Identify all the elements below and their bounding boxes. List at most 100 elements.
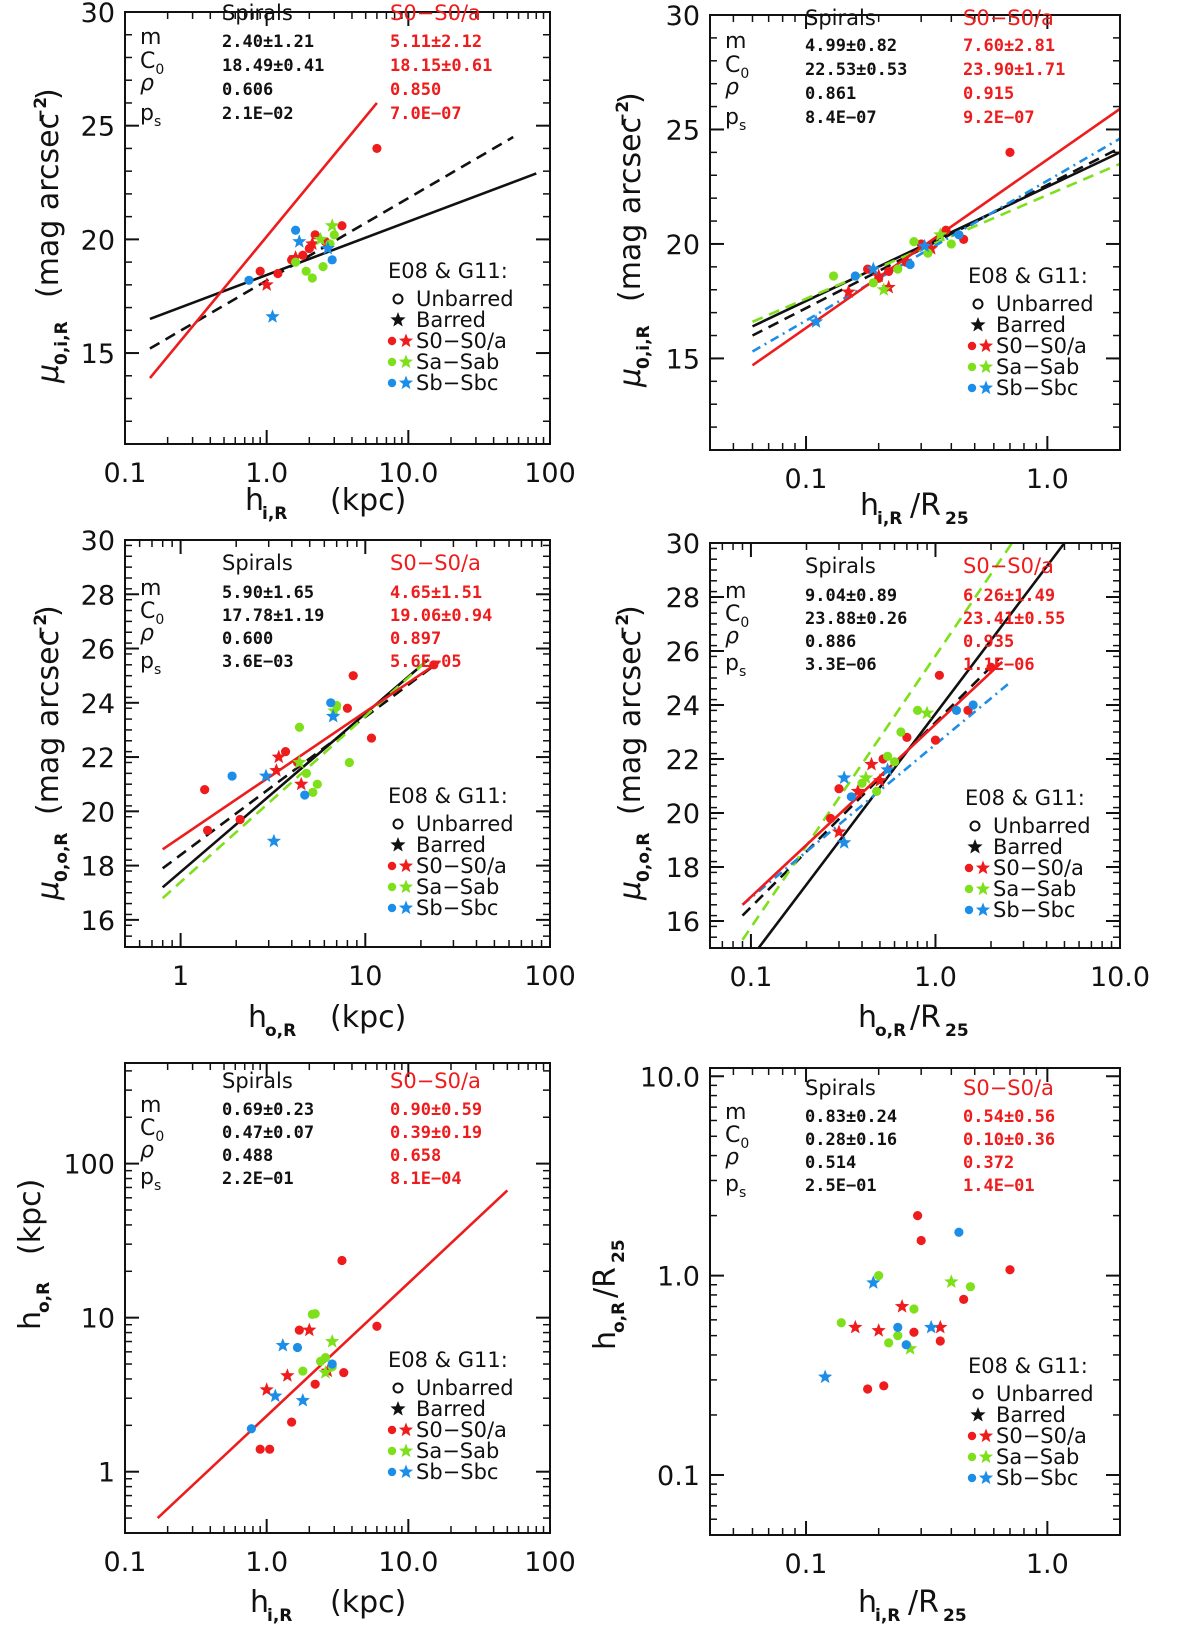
legend-star-icon [978, 338, 994, 353]
data-points [246, 1255, 382, 1454]
x-axis-title: h o,R /R 25 [858, 1000, 969, 1041]
y-tick-label: 24 [81, 689, 115, 720]
svg-text:0,i,R: 0,i,R [52, 321, 72, 365]
svg-text:h: h [860, 488, 879, 523]
data-point-circle-sa [298, 1366, 308, 1376]
stat-label-ps: ps [725, 1172, 746, 1201]
data-point-circle-sb [326, 698, 336, 708]
data-point-circle-s0 [339, 1367, 349, 1378]
y-tick-label: 28 [81, 580, 115, 611]
spirals-rho: 0.606 [222, 80, 273, 100]
data-point-star-sb [866, 261, 881, 276]
data-point-circle-sa [318, 262, 328, 272]
legend-circle-icon [967, 341, 977, 351]
legend-circle-icon [387, 1467, 397, 1477]
data-point-circle-sb [327, 1359, 337, 1369]
stat-label-ps: ps [725, 651, 746, 680]
data-points [825, 662, 996, 849]
data-point-star-s0 [259, 277, 274, 291]
spirals-m: 0.83±0.24 [805, 1107, 897, 1127]
legend-circle-icon [967, 362, 977, 372]
y-tick-label: 1.0 [657, 1262, 700, 1293]
y-tick-label: 16 [81, 906, 115, 937]
data-point-star-s0 [280, 1368, 295, 1382]
y-tick-label: 18 [666, 853, 700, 884]
legend-label: S0−S0/a [416, 1418, 507, 1442]
data-point-star-sb [295, 1393, 310, 1407]
svg-text:): ) [613, 92, 648, 104]
legend-label: Sb−Sbc [993, 898, 1075, 922]
x-tick-label: 1 [172, 961, 189, 992]
data-point-circle-s0 [902, 732, 912, 743]
s0-ps: 1.1E−06 [963, 655, 1035, 675]
s0-header: S0−S0/a [963, 6, 1054, 30]
svg-text:25: 25 [945, 1021, 969, 1041]
legend-circle-icon [967, 1473, 977, 1483]
stat-label-m: m [140, 576, 161, 601]
legend: E08 & G11: UnbarredBarredS0−S0/aSa−SabSb−… [967, 1354, 1094, 1490]
spirals-c0: 23.88±0.26 [805, 609, 907, 629]
svg-text:i,R: i,R [877, 509, 902, 529]
data-point-star-sa [325, 1334, 340, 1348]
x-tick-label: 0.1 [104, 1547, 147, 1578]
svg-text:−2: −2 [613, 614, 633, 640]
data-point-circle-sa [965, 1282, 976, 1292]
s0-ps: 8.1E−04 [390, 1169, 462, 1189]
panel-middle-left: 1 10 100 16 18 20 22 24 26 28 30 h o,R (kpc) μ 0,o… [31, 526, 576, 1041]
s0-c0: 0.39±0.19 [390, 1123, 482, 1143]
svg-text:(mag arcsec: (mag arcsec [31, 113, 66, 298]
svg-text:h: h [248, 1000, 267, 1035]
svg-text:h: h [588, 1331, 623, 1350]
svg-text:o,R: o,R [875, 1021, 906, 1041]
plot-frame [124, 539, 551, 948]
legend-circle-icon [964, 905, 974, 915]
data-point-circle-sa [893, 264, 903, 274]
plot-frame [124, 11, 551, 445]
data-point-circle-sa [868, 278, 878, 288]
data-point-circle-sa [874, 1271, 884, 1281]
plot-frame [709, 542, 1121, 949]
fit-line-s0-solid [156, 1189, 509, 1520]
data-point-circle-sb [327, 255, 337, 265]
stat-label-m: m [140, 25, 161, 50]
stat-label-rho: ρ [725, 624, 739, 649]
plot-area: 0.1 1.0 10.0 16 18 20 22 24 26 28 30 [666, 529, 1150, 993]
data-point-circle-sb [850, 271, 860, 281]
fit-line-sa-dashed [751, 162, 1120, 323]
data-point-circle-s0 [348, 671, 358, 681]
svg-text:25: 25 [945, 509, 969, 529]
legend-star-icon [398, 858, 414, 873]
data-point-circle-sa [884, 1338, 894, 1348]
data-point-circle-sa [312, 779, 322, 789]
data-point-star-sb [818, 1369, 833, 1384]
data-point-star-sb [837, 835, 852, 849]
legend-open-circle-icon [392, 1382, 404, 1394]
data-point-circle-sa [923, 248, 933, 258]
s0-c0: 0.10±0.36 [963, 1130, 1055, 1150]
data-point-star-sa [933, 227, 948, 241]
stat-label-m: m [725, 1100, 746, 1125]
svg-text:h: h [858, 1585, 877, 1620]
legend-star-icon [975, 860, 991, 875]
data-point-circle-sb [300, 790, 310, 800]
data-point-star-s0 [871, 1323, 886, 1337]
legend-circle-icon [387, 882, 397, 892]
spirals-m: 2.40±1.21 [222, 32, 314, 52]
spirals-rho: 0.886 [805, 632, 856, 652]
s0-rho: 0.658 [390, 1146, 441, 1166]
data-point-circle-sb [893, 1322, 903, 1332]
fit-line-black-solid [751, 151, 1120, 328]
data-point-circle-s0 [884, 266, 894, 277]
x-tick-label: 1.0 [914, 962, 957, 993]
legend-label: S0−S0/a [993, 856, 1084, 880]
legend-label: Barred [416, 308, 486, 332]
x-tick-label: 1.0 [1026, 1549, 1069, 1580]
data-point-circle-sb [227, 771, 237, 781]
y-tick-label: 1 [98, 1458, 115, 1489]
s0-m: 0.90±0.59 [390, 1100, 482, 1120]
svg-text:−2: −2 [31, 97, 51, 123]
legend-star-icon [970, 317, 986, 332]
data-point-circle-s0 [1005, 1265, 1015, 1275]
data-point-circle-sa [329, 230, 339, 240]
legend-title: E08 & G11: [388, 259, 508, 283]
